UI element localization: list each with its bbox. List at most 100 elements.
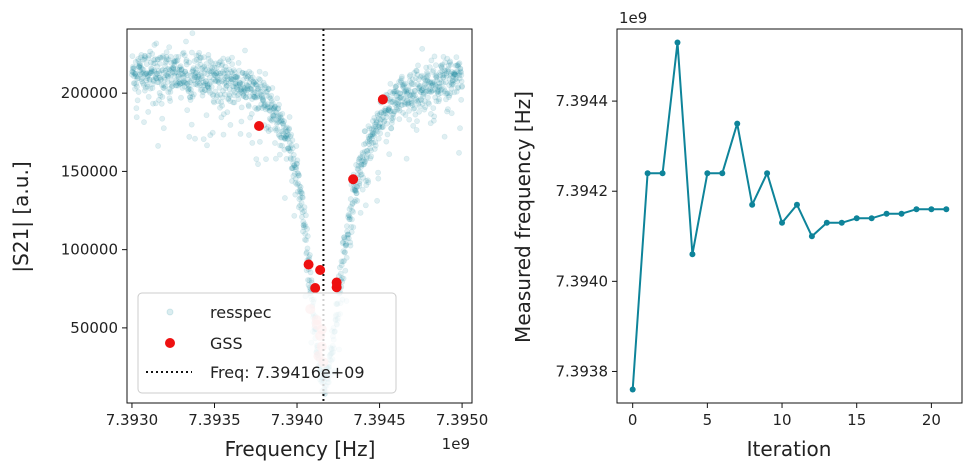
resspec-point bbox=[272, 140, 278, 146]
resspec-point bbox=[177, 80, 184, 86]
resspec-point bbox=[340, 239, 347, 245]
resspec-point bbox=[429, 87, 436, 94]
resspec-point bbox=[147, 48, 153, 55]
resspec-point bbox=[141, 119, 147, 125]
resspec-point bbox=[196, 76, 202, 82]
resspec-point bbox=[450, 71, 457, 78]
resspec-point bbox=[411, 70, 418, 76]
resspec-point bbox=[365, 179, 372, 186]
resspec-point bbox=[412, 75, 419, 81]
resspec-point bbox=[427, 120, 434, 127]
resspec-point bbox=[342, 249, 348, 255]
measured-frequency-point bbox=[883, 210, 890, 217]
resspec-point bbox=[444, 90, 451, 96]
resspec-point bbox=[409, 81, 415, 88]
resspec-point bbox=[293, 166, 299, 172]
measured-frequency-point bbox=[749, 201, 756, 208]
resspec-point bbox=[434, 83, 441, 90]
resspec-point bbox=[411, 92, 418, 99]
y-tick-label: 100000 bbox=[61, 241, 118, 259]
resspec-point bbox=[423, 64, 430, 71]
resspec-point bbox=[296, 196, 303, 202]
resspec-point bbox=[168, 65, 175, 72]
resspec-point bbox=[416, 84, 423, 91]
resspec-point bbox=[448, 110, 455, 117]
resspec-point bbox=[358, 163, 364, 170]
resspec-point bbox=[349, 201, 356, 207]
resspec-point bbox=[388, 120, 395, 126]
resspec-point bbox=[356, 180, 363, 187]
resspec-point bbox=[296, 188, 303, 195]
resspec-point bbox=[172, 79, 179, 86]
resspec-point bbox=[235, 86, 242, 93]
resspec-point bbox=[395, 105, 402, 112]
resspec-point bbox=[273, 120, 280, 127]
resspec-point bbox=[278, 134, 285, 141]
resspec-point bbox=[343, 223, 350, 230]
resspec-point bbox=[221, 66, 228, 73]
resspec-point bbox=[442, 79, 449, 86]
resspec-point bbox=[394, 96, 401, 103]
resspec-point bbox=[271, 104, 278, 111]
resspec-point bbox=[449, 80, 456, 87]
resspec-point bbox=[290, 160, 296, 167]
resspec-point bbox=[426, 88, 433, 95]
resspec-point bbox=[238, 89, 244, 95]
resspec-point bbox=[410, 93, 416, 99]
resspec-point bbox=[439, 86, 445, 93]
resspec-point bbox=[162, 83, 169, 90]
resspec-point bbox=[391, 90, 398, 97]
resspec-point bbox=[346, 206, 353, 212]
resspec-point bbox=[276, 132, 283, 139]
resspec-point bbox=[432, 94, 439, 101]
resspec-point bbox=[243, 75, 250, 82]
resspec-point bbox=[249, 96, 255, 102]
resspec-point bbox=[238, 85, 245, 92]
resspec-point bbox=[188, 90, 195, 97]
resspec-point bbox=[449, 69, 456, 75]
resspec-point bbox=[164, 73, 171, 79]
resspec-point bbox=[243, 94, 250, 101]
resspec-point bbox=[131, 73, 137, 80]
resspec-point bbox=[301, 208, 308, 214]
resspec-point bbox=[180, 49, 187, 56]
resspec-point bbox=[383, 138, 390, 145]
resspec-point bbox=[265, 86, 272, 93]
resspec-point bbox=[263, 125, 270, 132]
resspec-point bbox=[449, 77, 456, 84]
resspec-point bbox=[401, 89, 408, 96]
resspec-point bbox=[422, 77, 429, 84]
resspec-point bbox=[163, 54, 170, 60]
resspec-point bbox=[173, 54, 179, 60]
resspec-point bbox=[239, 69, 246, 76]
resspec-point bbox=[427, 86, 434, 93]
resspec-point bbox=[436, 96, 443, 103]
resspec-point bbox=[397, 94, 403, 101]
resspec-point bbox=[174, 69, 180, 76]
resspec-point bbox=[384, 110, 391, 117]
resspec-point bbox=[436, 76, 443, 83]
resspec-point bbox=[365, 133, 372, 140]
resspec-point bbox=[285, 145, 292, 152]
resspec-point bbox=[179, 80, 186, 86]
resspec-point bbox=[280, 134, 287, 141]
resspec-point bbox=[455, 84, 462, 90]
resspec-point bbox=[190, 65, 197, 72]
resspec-point bbox=[267, 95, 274, 102]
resspec-point bbox=[437, 69, 443, 76]
resspec-point bbox=[298, 188, 305, 195]
resspec-point bbox=[152, 74, 159, 81]
resspec-point bbox=[235, 96, 242, 102]
resspec-point bbox=[368, 153, 375, 160]
resspec-point bbox=[349, 186, 356, 193]
resspec-point bbox=[367, 155, 374, 162]
resspec-point bbox=[370, 130, 377, 136]
resspec-point bbox=[209, 68, 216, 75]
legend: resspec GSS Freq: 7.39416e+09 bbox=[137, 292, 397, 394]
resspec-point bbox=[406, 116, 413, 123]
resspec-point bbox=[404, 97, 410, 103]
resspec-point bbox=[430, 67, 437, 74]
resspec-point bbox=[272, 104, 279, 110]
resspec-point bbox=[207, 89, 213, 96]
resspec-point bbox=[216, 79, 222, 86]
